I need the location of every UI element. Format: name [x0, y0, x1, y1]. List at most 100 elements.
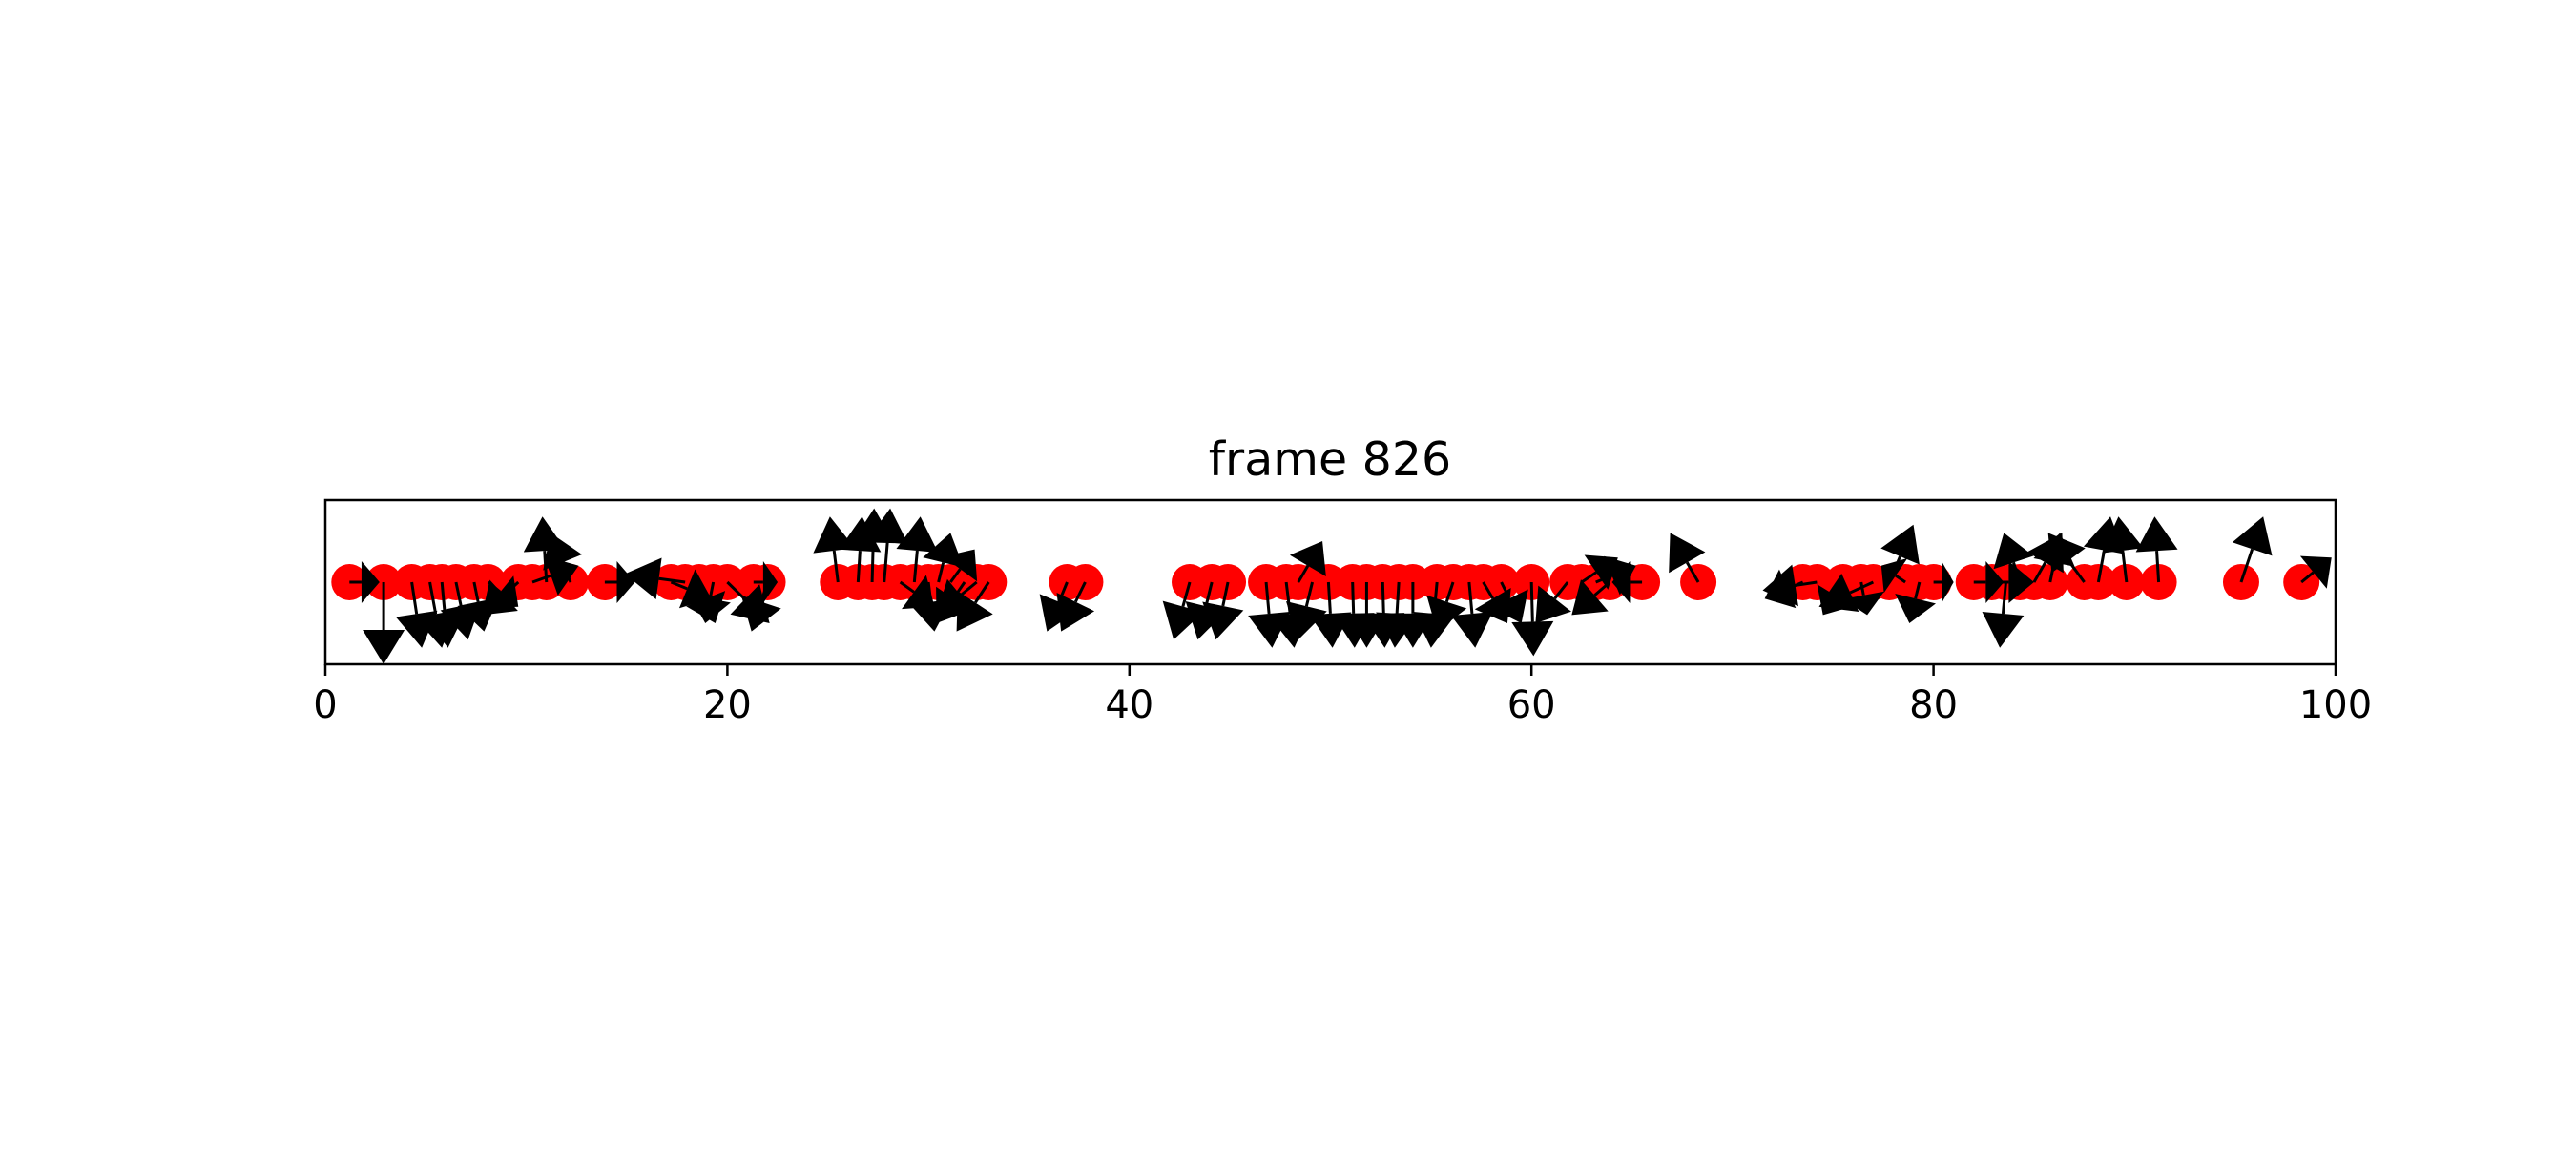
x-tick-label-3: 60 — [1507, 683, 1556, 727]
x-tick-label-0: 0 — [313, 683, 337, 727]
arrow-shaft-20 — [832, 550, 840, 583]
arrow-77 — [2135, 516, 2178, 583]
arrow-shaft-21 — [856, 551, 862, 583]
arrow-head-78 — [2232, 516, 2273, 556]
arrow-shaft-51 — [1500, 581, 1511, 599]
arrow-shaft-77 — [2155, 551, 2161, 583]
arrow-shaft-45 — [1395, 581, 1401, 614]
arrow-head-28 — [943, 549, 978, 582]
arrow-shaft-37 — [1264, 581, 1271, 615]
arrow-31 — [956, 581, 993, 632]
arrow-head-31 — [956, 591, 993, 632]
arrow-0 — [349, 561, 380, 603]
arrow-shaft-60 — [1795, 580, 1818, 587]
arrow-shaft-33 — [1073, 581, 1087, 603]
arrow-shaft-14 — [658, 576, 686, 584]
arrow-shaft-28 — [949, 568, 962, 583]
arrow-62 — [1842, 581, 1884, 616]
arrow-shaft-8 — [503, 580, 520, 596]
arrow-49 — [1451, 581, 1493, 648]
plot-area-frame — [323, 498, 2337, 666]
marks-layer — [331, 508, 2332, 664]
arrow-shaft-63 — [1849, 580, 1875, 595]
arrow-head-70 — [1982, 611, 2025, 648]
arrow-shaft-75 — [2096, 550, 2106, 583]
arrow-28 — [943, 549, 978, 583]
arrow-63 — [1818, 573, 1875, 612]
arrow-head-19 — [740, 595, 781, 632]
arrow-66 — [1895, 581, 1937, 623]
arrow-shaft-48 — [1444, 581, 1455, 603]
arrow-shaft-70 — [2001, 581, 2007, 615]
arrow-79 — [2299, 555, 2332, 589]
arrow-71 — [1993, 533, 2034, 583]
arrow-shaft-5 — [454, 581, 463, 607]
arrow-39 — [1289, 541, 1326, 583]
arrow-shaft-13 — [670, 580, 688, 591]
arrow-shaft-31 — [974, 581, 990, 604]
arrow-67 — [1933, 561, 1954, 603]
arrow-shaft-2 — [410, 581, 419, 615]
arrow-shaft-4 — [440, 581, 447, 615]
arrow-70 — [1982, 581, 2025, 648]
arrow-76 — [2101, 516, 2144, 583]
arrow-shaft-30 — [959, 580, 978, 596]
arrow-head-11 — [543, 533, 582, 571]
arrow-23 — [866, 508, 909, 583]
arrow-shaft-3 — [428, 581, 438, 615]
arrow-shaft-41 — [1326, 581, 1332, 614]
arrow-shaft-24 — [899, 580, 915, 594]
arrow-shaft-55 — [1595, 574, 1613, 584]
arrow-head-12 — [616, 561, 635, 603]
arrow-head-65 — [1880, 557, 1908, 594]
arrow-head-23 — [866, 508, 909, 545]
arrow-shaft-11 — [561, 561, 572, 583]
arrow-12 — [604, 561, 635, 603]
arrow-head-79 — [2299, 555, 2332, 589]
arrow-head-18 — [762, 561, 779, 603]
arrow-33 — [1056, 581, 1095, 632]
arrow-head-36 — [1202, 601, 1244, 640]
x-axis: 0 20 40 60 80 100 — [313, 664, 2372, 727]
arrow-shaft-44 — [1381, 581, 1385, 614]
arrow-shaft-76 — [2121, 550, 2129, 583]
arrow-24 — [899, 575, 935, 610]
arrow-head-57 — [1611, 561, 1631, 603]
arrow-shaft-53 — [1553, 581, 1569, 600]
arrow-8 — [482, 579, 520, 616]
arrow-shaft-16 — [708, 581, 716, 599]
arrow-shaft-49 — [1467, 581, 1474, 615]
arrow-shaft-78 — [2239, 548, 2254, 583]
arrow-shaft-54 — [1581, 571, 1597, 584]
arrow-shaft-74 — [2067, 559, 2086, 583]
arrow-head-52 — [1511, 620, 1554, 657]
arrow-58 — [1669, 533, 1706, 583]
arrow-shaft-42 — [1351, 581, 1356, 614]
arrow-shaft-22 — [870, 542, 875, 583]
arrow-shaft-34 — [1181, 581, 1192, 607]
arrow-head-71 — [1993, 533, 2034, 570]
arrow-1 — [363, 582, 405, 664]
arrow-18 — [753, 561, 779, 603]
arrow-head-25 — [896, 516, 939, 554]
arrow-head-63 — [1818, 573, 1859, 612]
arrow-head-40 — [1285, 600, 1327, 640]
arrow-25 — [896, 516, 939, 583]
arrow-50 — [1474, 581, 1511, 623]
arrow-shaft-66 — [1914, 581, 1922, 599]
arrow-57 — [1611, 561, 1643, 603]
x-tick-label-2: 40 — [1105, 683, 1153, 727]
arrow-head-64 — [1880, 524, 1920, 565]
arrow-head-58 — [1669, 533, 1706, 574]
arrow-head-8 — [482, 579, 518, 616]
arrow-head-67 — [1942, 561, 1954, 603]
arrow-60 — [1762, 564, 1818, 607]
arrow-11 — [543, 533, 582, 583]
x-tick-label-4: 80 — [1909, 683, 1958, 727]
arrow-shaft-35 — [1204, 581, 1214, 607]
arrow-shaft-26 — [926, 581, 933, 602]
arrow-53 — [1535, 581, 1571, 623]
arrow-shaft-65 — [1895, 574, 1906, 584]
